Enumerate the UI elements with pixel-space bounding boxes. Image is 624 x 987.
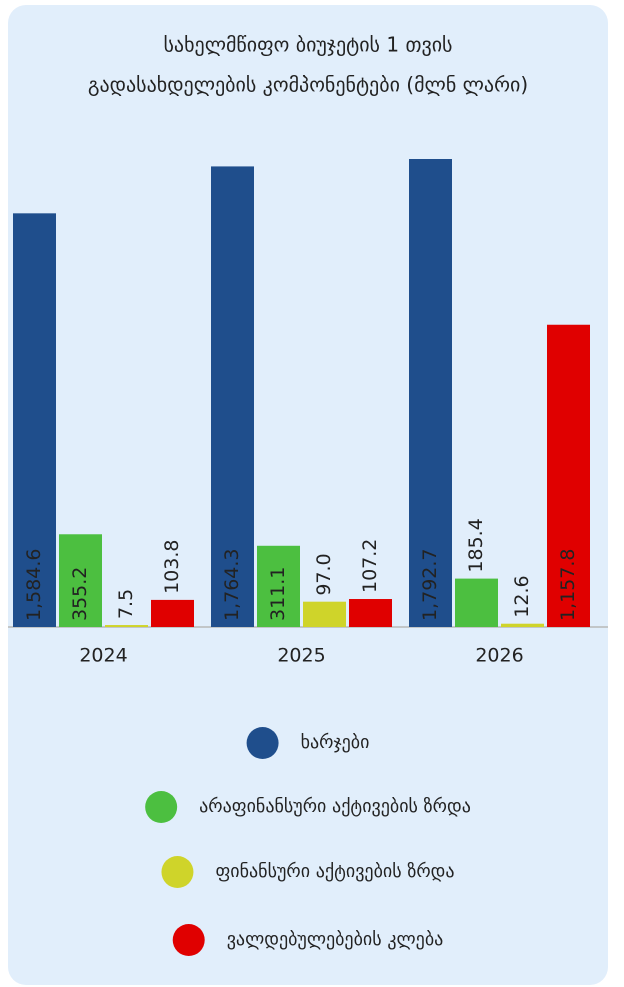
value-label: 1,792.7 <box>419 548 441 621</box>
chart-title: სახელმწიფო ბიუჯეტის 1 თვის <box>163 33 452 57</box>
bar <box>257 545 300 627</box>
value-label: 1,584.6 <box>23 548 45 621</box>
value-label: 103.8 <box>161 539 183 593</box>
value-label: 107.2 <box>359 539 381 593</box>
legend-marker <box>161 856 194 888</box>
bar <box>105 625 148 627</box>
value-label: 185.4 <box>465 518 487 572</box>
legend-label: არაფინანსური აქტივების ზრდა <box>199 796 471 817</box>
x-tick-label: 2025 <box>277 645 325 667</box>
chart-title: გადასახდელების კომპონენტები (მლნ ლარი) <box>88 73 528 97</box>
chart-background <box>8 5 608 985</box>
bar <box>151 599 194 627</box>
bar <box>501 623 544 627</box>
legend-label: ფინანსური აქტივების ზრდა <box>215 861 454 882</box>
value-label: 7.5 <box>115 589 137 619</box>
value-label: 12.6 <box>511 575 533 617</box>
bar <box>13 213 56 627</box>
bar <box>547 324 590 627</box>
bar <box>59 534 102 627</box>
value-label: 311.1 <box>267 567 289 621</box>
value-label: 1,764.3 <box>221 548 243 621</box>
bar <box>303 601 346 627</box>
bar <box>455 578 498 627</box>
legend-label: ვალდებულებების კლება <box>227 929 444 950</box>
x-tick-label: 2026 <box>475 645 523 667</box>
bar <box>211 166 254 627</box>
value-label: 1,157.8 <box>557 548 579 621</box>
x-tick-label: 2024 <box>79 645 127 667</box>
legend-marker <box>145 791 178 823</box>
bar <box>409 159 452 627</box>
value-label: 355.2 <box>69 567 91 621</box>
legend-label: ხარჯები <box>301 732 370 753</box>
legend-marker <box>246 727 279 759</box>
legend-marker <box>172 924 205 956</box>
value-label: 97.0 <box>313 553 335 595</box>
bar <box>349 599 392 627</box>
